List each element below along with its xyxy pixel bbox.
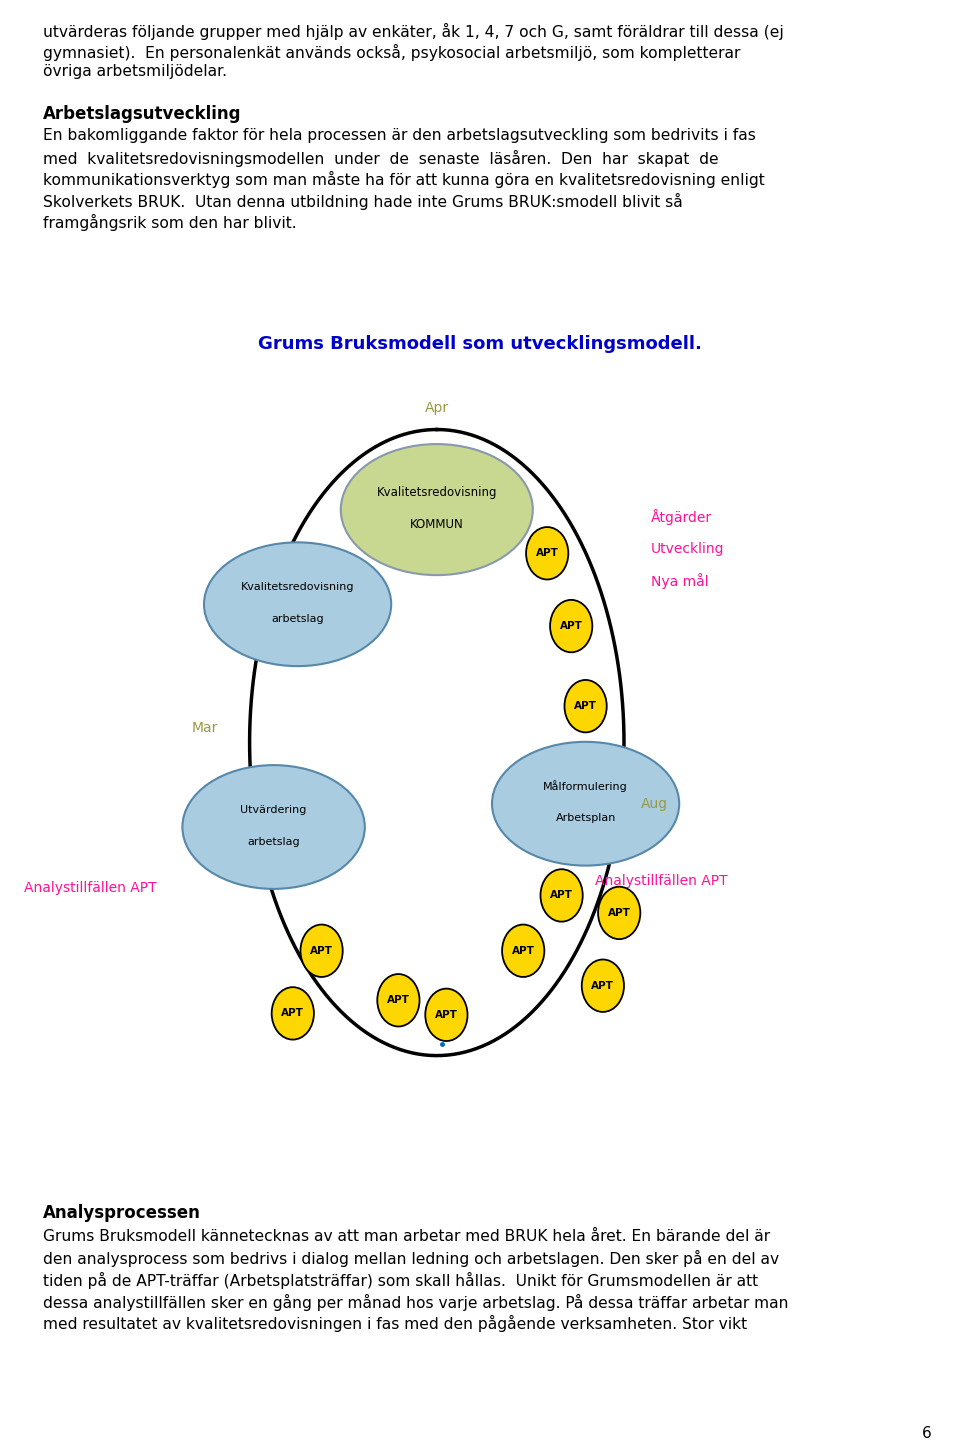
Ellipse shape	[540, 869, 583, 922]
Text: utvärderas följande grupper med hjälp av enkäter, åk 1, 4, 7 och G, samt föräldr: utvärderas följande grupper med hjälp av…	[43, 23, 784, 41]
Text: övriga arbetsmiljödelar.: övriga arbetsmiljödelar.	[43, 64, 228, 79]
Text: den analysprocess som bedrivs i dialog mellan ledning och arbetslagen. Den sker : den analysprocess som bedrivs i dialog m…	[43, 1251, 780, 1267]
Ellipse shape	[502, 925, 544, 977]
Text: med resultatet av kvalitetsredovisningen i fas med den pågående verksamheten. St: med resultatet av kvalitetsredovisningen…	[43, 1315, 747, 1332]
Text: arbetslag: arbetslag	[272, 614, 324, 623]
Text: APT: APT	[435, 1010, 458, 1019]
Text: APT: APT	[591, 981, 614, 990]
Ellipse shape	[300, 925, 343, 977]
Ellipse shape	[204, 542, 392, 665]
Ellipse shape	[182, 766, 365, 888]
Text: APT: APT	[512, 946, 535, 955]
Text: Aug: Aug	[641, 796, 668, 811]
Text: APT: APT	[310, 946, 333, 955]
Ellipse shape	[377, 974, 420, 1026]
Text: med  kvalitetsredovisningsmodellen  under  de  senaste  läsåren.  Den  har  skap: med kvalitetsredovisningsmodellen under …	[43, 150, 719, 166]
Text: arbetslag: arbetslag	[248, 837, 300, 846]
Text: Kvalitetsredovisning: Kvalitetsredovisning	[376, 486, 497, 498]
Text: Grums Bruksmodell som utvecklingsmodell.: Grums Bruksmodell som utvecklingsmodell.	[258, 335, 702, 352]
Ellipse shape	[425, 989, 468, 1041]
Text: Utvärdering: Utvärdering	[240, 805, 307, 814]
Text: tiden på de APT-träffar (Arbetsplatsträffar) som skall hållas.  Unikt för Grumsm: tiden på de APT-träffar (Arbetsplatsträf…	[43, 1273, 758, 1289]
Text: APT: APT	[560, 622, 583, 630]
Text: Analystillfällen APT: Analystillfällen APT	[24, 881, 156, 895]
Ellipse shape	[341, 444, 533, 575]
Text: Arbetsplan: Arbetsplan	[556, 814, 615, 823]
Text: Mar: Mar	[192, 721, 218, 735]
Text: Analystillfällen APT: Analystillfällen APT	[595, 874, 728, 888]
Text: APT: APT	[281, 1009, 304, 1018]
Text: 6: 6	[922, 1427, 931, 1441]
Text: kommunikationsverktyg som man måste ha för att kunna göra en kvalitetsredovisnin: kommunikationsverktyg som man måste ha f…	[43, 172, 765, 188]
Text: framgångsrik som den har blivit.: framgångsrik som den har blivit.	[43, 214, 297, 232]
Text: KOMMUN: KOMMUN	[410, 518, 464, 530]
Text: Målformulering: Målformulering	[543, 780, 628, 792]
Ellipse shape	[526, 527, 568, 579]
Text: Utveckling: Utveckling	[651, 542, 725, 556]
Text: Arbetslagsutveckling: Arbetslagsutveckling	[43, 105, 242, 122]
Text: Åtgärder: Åtgärder	[651, 510, 712, 524]
Text: dessa analystillfällen sker en gång per månad hos varje arbetslag. På dessa träf: dessa analystillfällen sker en gång per …	[43, 1293, 789, 1310]
Text: Analysprocessen: Analysprocessen	[43, 1204, 201, 1222]
Text: Grums Bruksmodell kännetecknas av att man arbetar med BRUK hela året. En bärande: Grums Bruksmodell kännetecknas av att ma…	[43, 1229, 770, 1243]
Ellipse shape	[492, 741, 680, 865]
Ellipse shape	[272, 987, 314, 1040]
Ellipse shape	[550, 600, 592, 652]
Text: gymnasiet).  En personalenkät används också, psykosocial arbetsmiljö, som komple: gymnasiet). En personalenkät används ock…	[43, 44, 740, 61]
Text: APT: APT	[536, 549, 559, 558]
Ellipse shape	[564, 680, 607, 732]
Text: APT: APT	[387, 996, 410, 1005]
Text: Skolverkets BRUK.  Utan denna utbildning hade inte Grums BRUK:smodell blivit så: Skolverkets BRUK. Utan denna utbildning …	[43, 192, 683, 210]
Text: Nya mål: Nya mål	[651, 574, 708, 588]
Ellipse shape	[598, 887, 640, 939]
Text: APT: APT	[608, 909, 631, 917]
Text: Kvalitetsredovisning: Kvalitetsredovisning	[241, 582, 354, 591]
Text: En bakomliggande faktor för hela processen är den arbetslagsutveckling som bedri: En bakomliggande faktor för hela process…	[43, 128, 756, 143]
Ellipse shape	[582, 960, 624, 1012]
Text: Apr: Apr	[424, 400, 449, 415]
Text: APT: APT	[550, 891, 573, 900]
Text: APT: APT	[574, 702, 597, 711]
